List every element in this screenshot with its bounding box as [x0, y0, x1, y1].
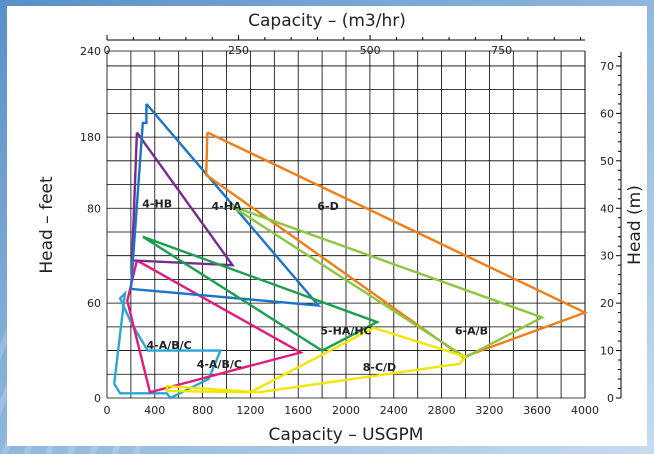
x-axis-tick-label: 4000: [571, 404, 599, 417]
grid-lines: [106, 50, 586, 399]
top-axis-title: Capacity – (m3/hr): [248, 11, 406, 31]
y-axis-right-tick-label: 60: [600, 107, 614, 120]
y-axis-left-tick-label: 60: [87, 297, 101, 310]
series-label-4-a-b-c: 4-A/B/C: [147, 339, 192, 352]
x-axis-tick-label: 800: [192, 404, 213, 417]
y-axis-left-tick-label: 80: [87, 202, 101, 215]
x-axis-title: Capacity – USGPM: [269, 425, 424, 445]
y-axis-right-title: Head (m): [625, 185, 645, 265]
x-axis-tick-label: 2800: [428, 404, 456, 417]
y-axis-left-tick-label: 0: [94, 392, 101, 405]
y-axis-right-tick-label: 20: [600, 297, 614, 310]
x-axis-tick-label: 2000: [332, 404, 360, 417]
x-axis-tick-label: 1200: [236, 404, 264, 417]
y-axis-right-tick-label: 10: [600, 345, 614, 358]
y-axis-right-tick-label: 50: [600, 155, 614, 168]
series-line-6-a-b: [230, 204, 545, 359]
series-line-8-c-d: [165, 326, 468, 394]
series-label-6-d: 6-D: [317, 200, 338, 213]
series-label-4-ha: 4-HA: [212, 200, 242, 213]
y-axis-right-tick-label: 40: [600, 202, 614, 215]
series-label-4-hb: 4-HB: [142, 198, 172, 211]
x-axis-tick-label: 400: [144, 404, 165, 417]
series-line-4-ha: [129, 103, 322, 307]
y-axis-left-tick-label: 180: [80, 131, 101, 144]
y-axis-right-tick-label: 70: [600, 60, 614, 73]
top-axis-tick-label: 750: [491, 44, 512, 57]
x-axis-tick-label: 0: [104, 404, 111, 417]
x-axis-tick-label: 3600: [523, 404, 551, 417]
series-line-4-a-b-c: [113, 290, 223, 400]
top-axis-tick-label: 250: [228, 44, 249, 57]
x-axis-tick-label: 2400: [380, 404, 408, 417]
top-axis-tick-label: 500: [360, 44, 381, 57]
series-label-6-a-b: 6-A/B: [455, 325, 488, 338]
y-axis-left-title: Head – feet: [37, 176, 57, 274]
series-label-4-a-b-c: 4-A/B/C: [197, 358, 242, 371]
x-axis-tick-label: 1600: [284, 404, 312, 417]
y-axis-left-tick-label: 240: [80, 45, 101, 58]
y-axis-right-tick-label: 0: [607, 392, 614, 405]
y-axis-right-tick-label: 30: [600, 250, 614, 263]
chart-panel: [7, 6, 647, 446]
x-axis-tick-label: 3200: [475, 404, 503, 417]
series-line-5-ha-hc: [142, 235, 381, 352]
top-axis-tick-label: 0: [104, 44, 111, 57]
series-label-5-ha-hc: 5-HA/HC: [320, 325, 371, 338]
series-label-8-c-d: 8-C/D: [363, 361, 396, 374]
